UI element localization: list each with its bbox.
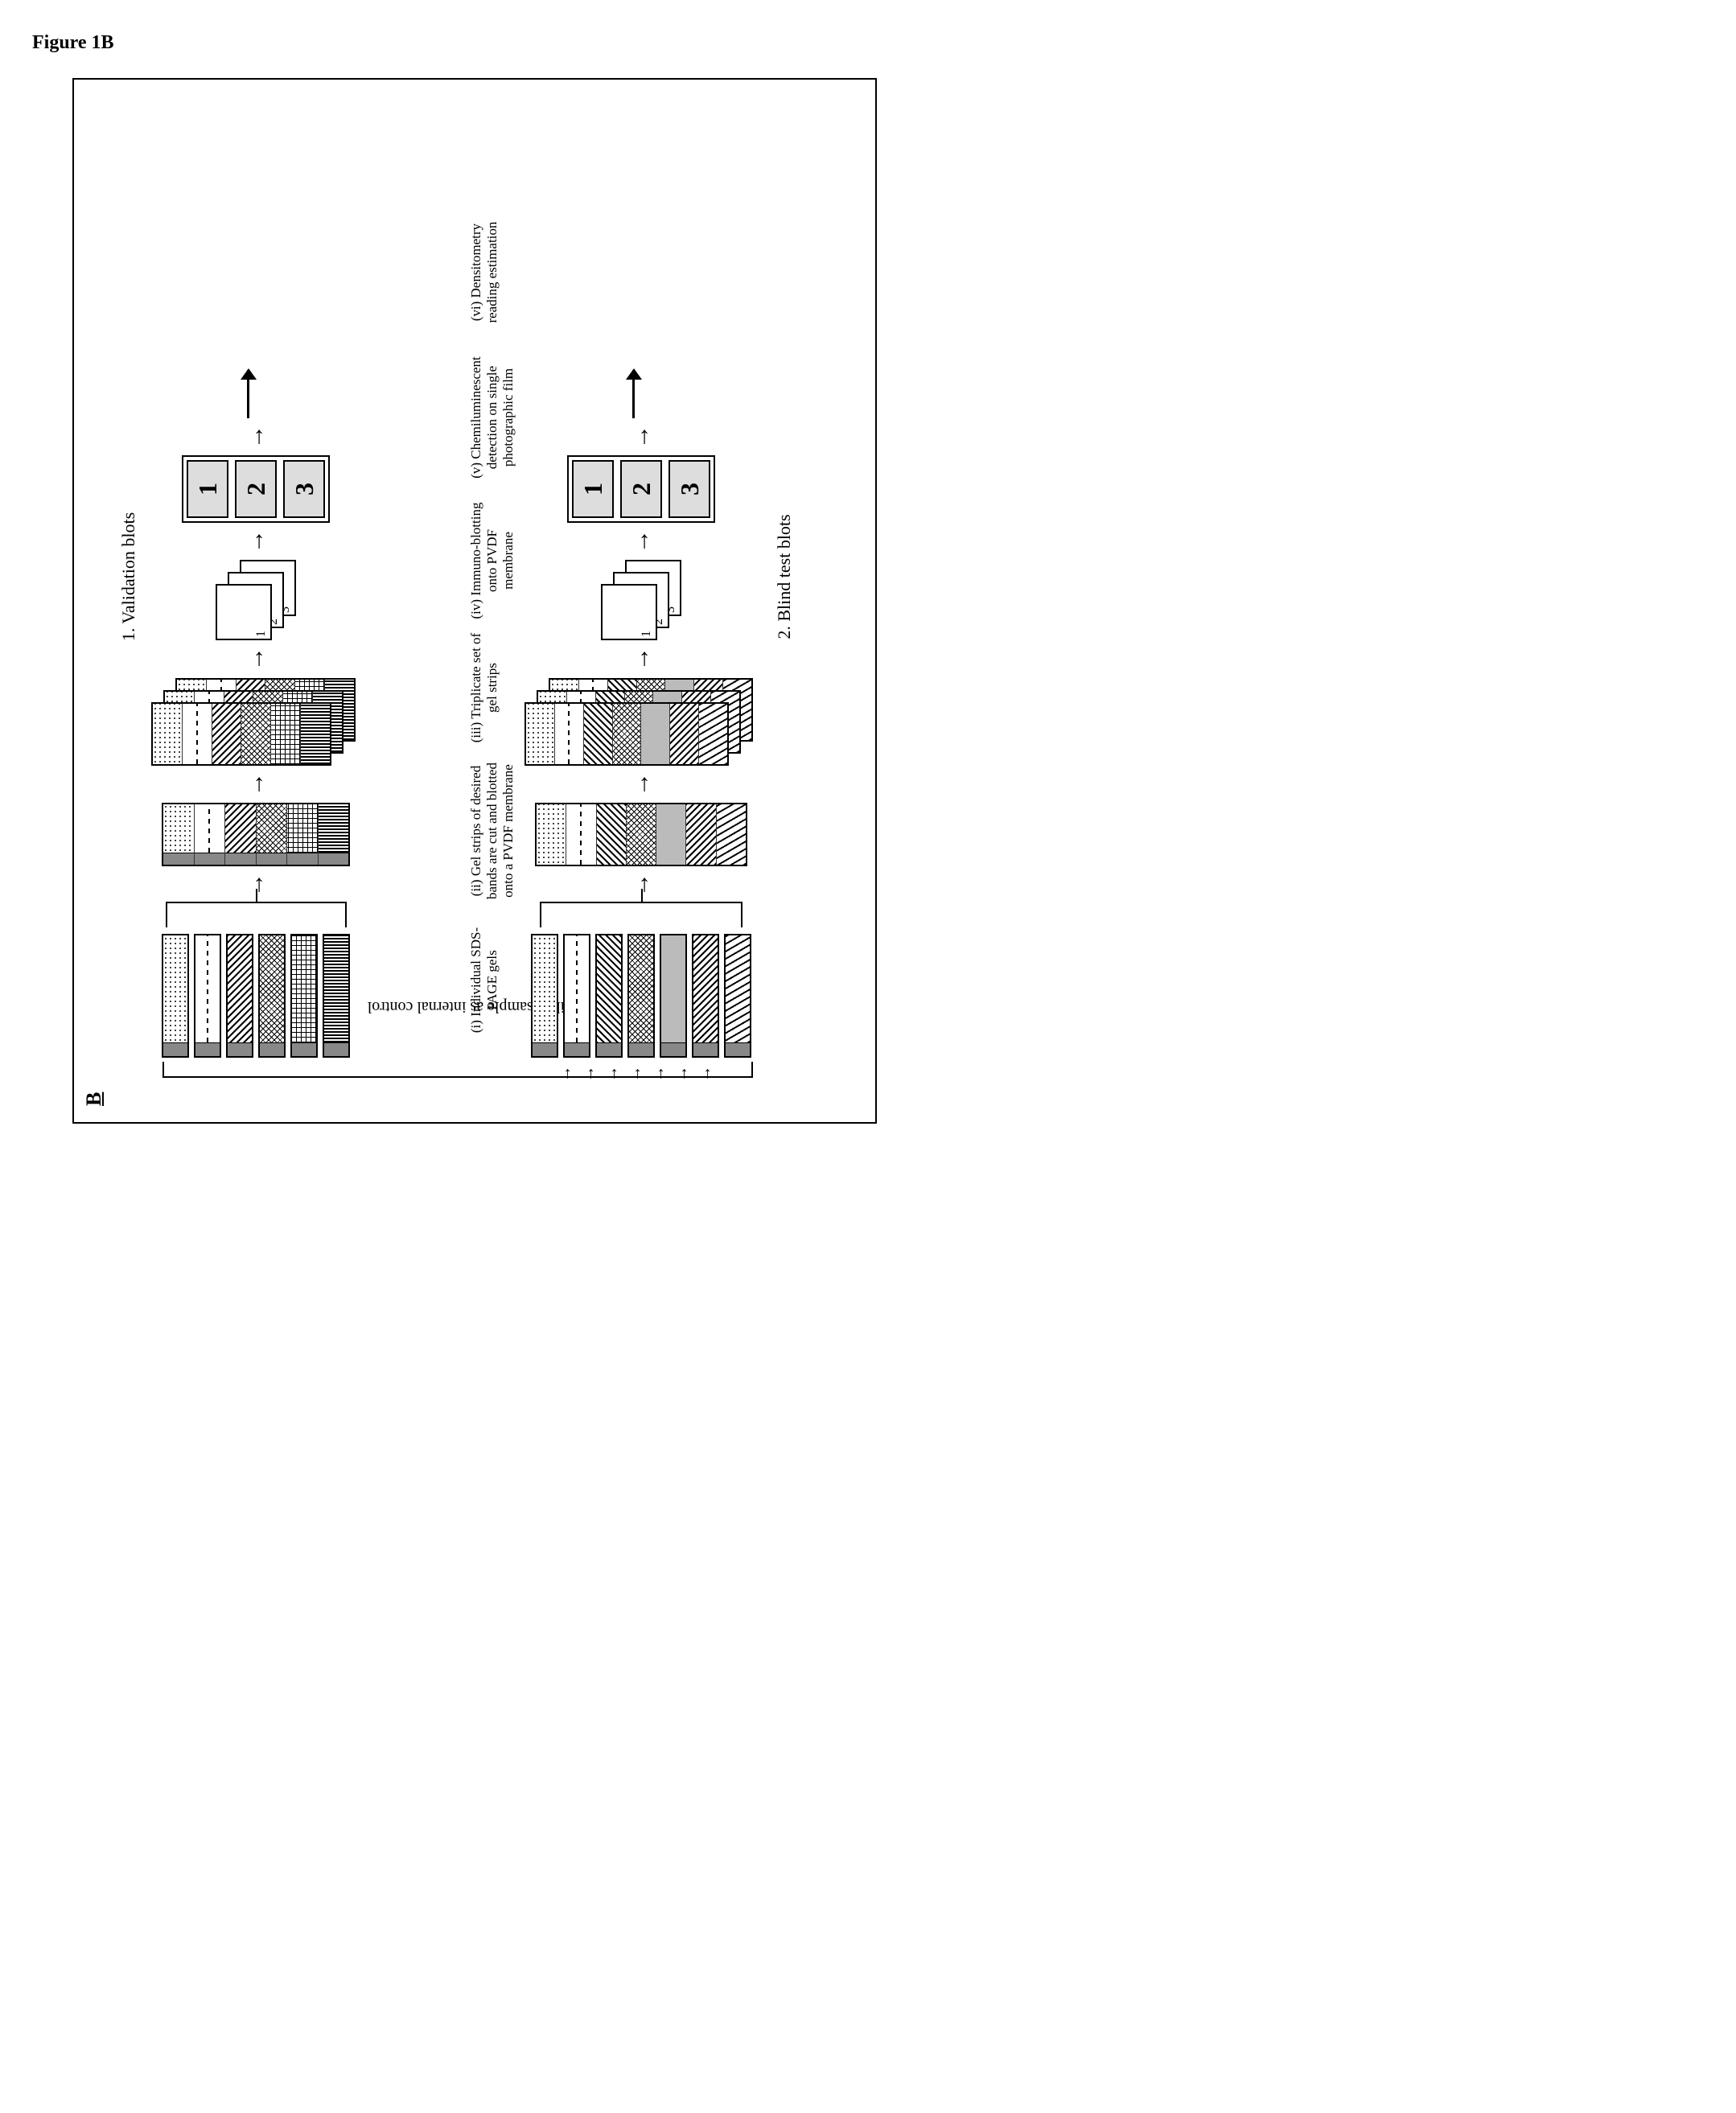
figure-title: Figure 1B — [32, 32, 1704, 54]
panel-label: B — [82, 1092, 106, 1106]
sds-page-gels-bottom — [531, 934, 751, 1058]
arrow-icon: → — [627, 1066, 645, 1082]
workflow-validation: 1. Validation blots → — [114, 96, 360, 1058]
membrane: 1 — [216, 584, 272, 640]
arrow-icon: → — [627, 425, 655, 449]
sds-page-gels-top — [162, 934, 350, 1058]
workflow-blind-test: → → → → → → → — [525, 96, 807, 1058]
photo-film-top: 1 2 3 — [182, 455, 330, 523]
pvdf-membranes-bottom: 1 2 3 — [601, 560, 681, 640]
arrow-icon: → — [627, 772, 655, 796]
arrow-icon: → — [242, 647, 269, 671]
arrow-icon: → — [697, 1066, 715, 1082]
caption-ii: (ii) Gel strips of desired bands are cut… — [468, 751, 516, 911]
spike-arrows: → → → → → → → — [557, 1066, 715, 1082]
caption-vi: (vi) Densitometry reading estimation — [468, 207, 516, 338]
strip-gel-bottom — [535, 803, 747, 866]
bracket-bottom — [529, 903, 754, 927]
arrow-icon: → — [650, 1066, 668, 1082]
arrow-icon: → — [242, 772, 269, 796]
arrow-icon: → — [242, 425, 269, 449]
rotated-wrapper: B Spiked sample as internal control 1. V… — [32, 78, 917, 1124]
photo-film-bottom: 1 2 3 — [567, 455, 715, 523]
captions: (i) Individual SDS-PAGE gels (ii) Gel st… — [468, 96, 516, 1050]
arrow-icon: → — [673, 1066, 692, 1082]
membrane: 1 — [601, 584, 657, 640]
figure-container: B Spiked sample as internal control 1. V… — [32, 78, 1704, 1124]
arrow-icon: → — [603, 1066, 622, 1082]
triplicate-bottom — [525, 677, 758, 766]
pvdf-membranes-top: 1 2 3 — [216, 560, 296, 640]
film-band: 3 — [668, 460, 710, 518]
caption-iii: (iii) Triplicate set of gel strips — [468, 624, 516, 751]
caption-iv: (iv) Immuno-blotting onto PVDF membrane — [468, 497, 516, 624]
triplicate-top — [151, 677, 360, 766]
film-band: 1 — [187, 460, 228, 518]
arrow-icon: → — [242, 529, 269, 553]
arrow-icon: → — [580, 1066, 599, 1082]
film-band: 2 — [235, 460, 277, 518]
bracket-top — [155, 903, 356, 927]
film-band: 3 — [283, 460, 325, 518]
output-arrow-top — [247, 370, 265, 418]
output-arrow-bottom — [632, 370, 651, 418]
caption-v: (v) Chemiluminescent detection on single… — [468, 338, 516, 497]
film-band: 1 — [572, 460, 614, 518]
caption-i: (i) Individual SDS-PAGE gels — [468, 911, 516, 1050]
title-blind-test: 2. Blind test blots — [774, 96, 795, 1058]
title-validation: 1. Validation blots — [118, 96, 139, 1058]
arrow-icon: → — [627, 647, 655, 671]
arrow-icon: → — [557, 1066, 575, 1082]
strip-gel-top — [162, 803, 350, 866]
film-band: 2 — [620, 460, 662, 518]
diagram-frame: B Spiked sample as internal control 1. V… — [72, 78, 877, 1124]
arrow-icon: → — [627, 529, 655, 553]
